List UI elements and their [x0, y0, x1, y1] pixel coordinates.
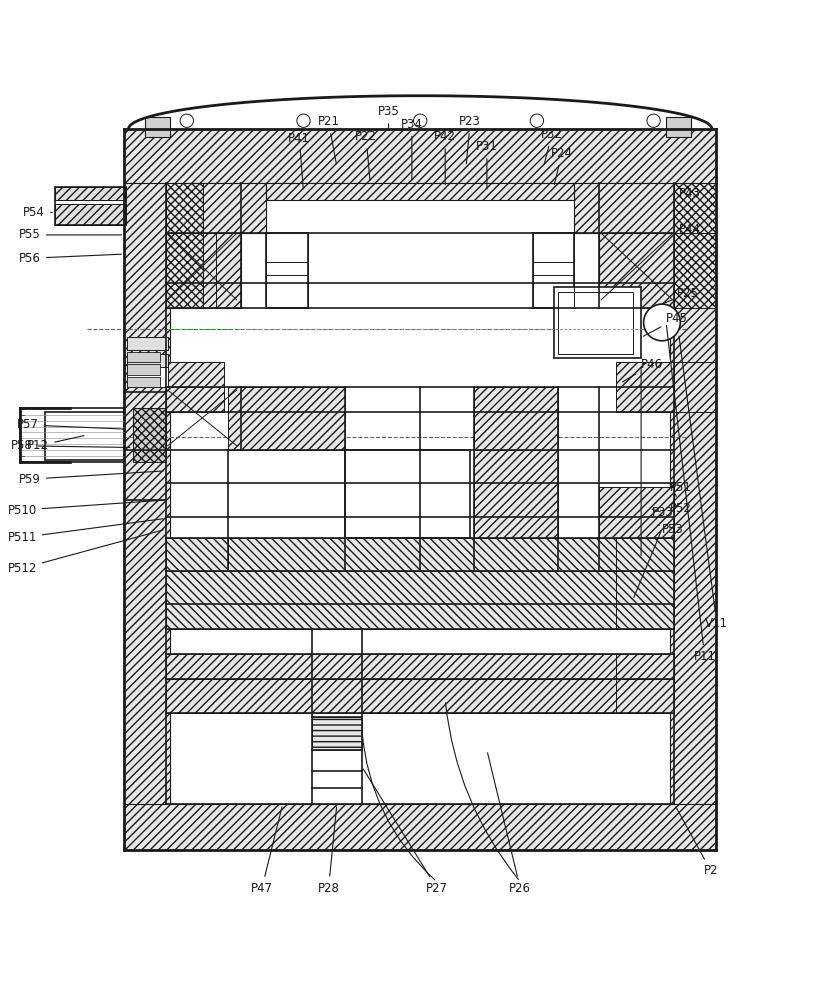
Bar	[228, 387, 344, 450]
Text: P32: P32	[540, 128, 562, 164]
Text: P12: P12	[28, 436, 84, 452]
Text: P31: P31	[476, 140, 497, 189]
Bar	[166, 387, 224, 412]
Bar	[266, 233, 308, 308]
Bar	[125, 167, 170, 850]
Text: P46: P46	[622, 358, 662, 382]
Text: P47: P47	[251, 807, 282, 895]
Text: P59: P59	[19, 471, 163, 486]
Text: P21: P21	[317, 115, 339, 164]
Bar	[665, 117, 691, 137]
Bar	[532, 233, 573, 308]
Text: P53: P53	[657, 523, 683, 536]
Text: P54: P54	[23, 206, 53, 219]
Bar	[145, 117, 170, 137]
Text: V11: V11	[678, 336, 727, 630]
Text: P24: P24	[550, 147, 572, 185]
Bar	[266, 183, 573, 200]
Circle shape	[530, 114, 543, 127]
Bar	[615, 654, 674, 679]
Bar	[166, 262, 216, 287]
Bar	[132, 408, 166, 462]
Text: P57: P57	[17, 418, 124, 431]
Bar	[615, 571, 674, 629]
Text: P33: P33	[651, 506, 673, 519]
Text: P22: P22	[354, 130, 376, 180]
Bar	[166, 233, 241, 308]
Bar	[615, 362, 674, 412]
Bar	[615, 679, 674, 713]
Text: P11: P11	[665, 325, 715, 663]
Text: P58: P58	[11, 439, 130, 452]
Bar	[126, 377, 160, 387]
Bar	[166, 571, 674, 629]
Text: P56: P56	[19, 252, 121, 265]
Bar	[166, 183, 203, 233]
Text: P52: P52	[670, 494, 691, 515]
Bar	[55, 187, 125, 200]
Bar	[228, 538, 670, 571]
Bar	[20, 408, 125, 462]
Text: P2: P2	[675, 807, 717, 877]
Text: P55: P55	[19, 228, 121, 241]
Bar	[599, 233, 674, 308]
Bar	[474, 387, 557, 450]
Text: P35: P35	[377, 105, 399, 130]
Bar	[674, 183, 716, 233]
Bar	[670, 167, 716, 850]
Bar	[55, 187, 125, 225]
Circle shape	[646, 114, 660, 127]
Bar	[474, 450, 557, 538]
Bar	[312, 717, 361, 750]
Bar	[125, 129, 716, 183]
Bar	[126, 337, 168, 350]
Bar	[166, 679, 674, 713]
Bar	[55, 204, 125, 225]
Text: P44: P44	[674, 223, 700, 236]
Text: P42: P42	[434, 130, 456, 185]
Bar	[126, 352, 160, 362]
Circle shape	[413, 114, 426, 127]
Text: P51: P51	[670, 475, 691, 494]
Bar	[166, 538, 228, 571]
Bar	[573, 183, 674, 233]
Text: P41: P41	[288, 132, 310, 189]
Circle shape	[643, 304, 680, 341]
Text: P45: P45	[643, 312, 687, 336]
Bar	[126, 367, 168, 387]
Bar	[125, 804, 716, 850]
Text: P25: P25	[664, 287, 698, 303]
Text: P26: P26	[487, 753, 531, 895]
Circle shape	[180, 114, 193, 127]
Text: P28: P28	[317, 807, 339, 895]
Bar	[344, 450, 470, 538]
Bar	[126, 354, 168, 367]
Bar	[599, 487, 674, 538]
Circle shape	[297, 114, 310, 127]
Bar	[166, 183, 266, 233]
Bar	[191, 233, 216, 308]
Text: P43: P43	[674, 187, 700, 200]
Text: P510: P510	[8, 500, 163, 517]
Text: P512: P512	[8, 530, 163, 575]
Bar	[674, 233, 716, 308]
Text: P23: P23	[459, 115, 481, 164]
Bar	[553, 287, 640, 358]
Bar	[557, 292, 632, 354]
Text: P511: P511	[8, 519, 163, 544]
Text: P27: P27	[363, 769, 447, 895]
Bar	[126, 364, 160, 375]
Bar	[166, 362, 224, 387]
Bar	[615, 538, 674, 571]
Text: P34: P34	[400, 118, 422, 180]
Bar	[166, 654, 674, 679]
Bar	[674, 362, 716, 412]
Bar	[45, 412, 125, 460]
Bar	[166, 233, 203, 308]
